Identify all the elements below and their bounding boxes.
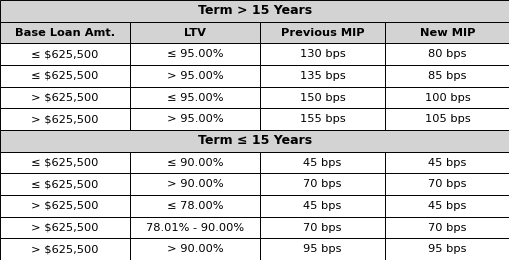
Text: > $625,500: > $625,500 <box>31 93 99 102</box>
Bar <box>260 65 384 87</box>
Bar <box>260 173 384 195</box>
Text: LTV: LTV <box>184 28 206 37</box>
Bar <box>0 22 130 43</box>
Bar <box>0 152 130 173</box>
Bar <box>0 0 509 22</box>
Bar <box>0 65 130 87</box>
Text: ≤ $625,500: ≤ $625,500 <box>31 71 99 81</box>
Text: 70 bps: 70 bps <box>428 223 466 232</box>
Bar <box>0 87 130 108</box>
Text: Base Loan Amt.: Base Loan Amt. <box>15 28 115 37</box>
Bar <box>384 238 509 260</box>
Text: ≤ 90.00%: ≤ 90.00% <box>166 158 223 167</box>
Bar <box>0 43 130 65</box>
Bar <box>384 152 509 173</box>
Bar <box>384 217 509 238</box>
Text: > 95.00%: > 95.00% <box>166 114 223 124</box>
Bar <box>130 43 260 65</box>
Text: 80 bps: 80 bps <box>428 49 466 59</box>
Text: ≤ $625,500: ≤ $625,500 <box>31 158 99 167</box>
Text: 95 bps: 95 bps <box>428 244 466 254</box>
Text: > $625,500: > $625,500 <box>31 244 99 254</box>
Bar <box>260 152 384 173</box>
Text: > $625,500: > $625,500 <box>31 114 99 124</box>
Bar <box>0 195 130 217</box>
Text: > 90.00%: > 90.00% <box>166 244 223 254</box>
Bar <box>130 173 260 195</box>
Bar <box>0 130 509 152</box>
Bar <box>130 108 260 130</box>
Text: 135 bps: 135 bps <box>299 71 345 81</box>
Bar <box>384 87 509 108</box>
Bar <box>260 217 384 238</box>
Bar <box>260 43 384 65</box>
Bar <box>130 238 260 260</box>
Text: 45 bps: 45 bps <box>303 158 341 167</box>
Bar <box>384 22 509 43</box>
Bar <box>384 173 509 195</box>
Text: ≤ 95.00%: ≤ 95.00% <box>166 93 223 102</box>
Bar <box>130 87 260 108</box>
Text: ≤ 78.00%: ≤ 78.00% <box>166 201 223 211</box>
Text: > $625,500: > $625,500 <box>31 223 99 232</box>
Bar <box>130 65 260 87</box>
Text: New MIP: New MIP <box>419 28 474 37</box>
Text: 105 bps: 105 bps <box>424 114 469 124</box>
Bar <box>0 217 130 238</box>
Bar <box>260 238 384 260</box>
Bar <box>260 108 384 130</box>
Bar <box>130 195 260 217</box>
Text: ≤ $625,500: ≤ $625,500 <box>31 179 99 189</box>
Bar <box>0 173 130 195</box>
Text: 150 bps: 150 bps <box>299 93 345 102</box>
Text: 95 bps: 95 bps <box>303 244 341 254</box>
Text: 45 bps: 45 bps <box>428 201 466 211</box>
Text: 45 bps: 45 bps <box>428 158 466 167</box>
Bar <box>130 22 260 43</box>
Bar <box>384 108 509 130</box>
Bar <box>0 238 130 260</box>
Text: 100 bps: 100 bps <box>424 93 469 102</box>
Text: Term ≤ 15 Years: Term ≤ 15 Years <box>197 134 312 147</box>
Text: 70 bps: 70 bps <box>303 223 341 232</box>
Bar <box>260 195 384 217</box>
Text: ≤ $625,500: ≤ $625,500 <box>31 49 99 59</box>
Text: > 95.00%: > 95.00% <box>166 71 223 81</box>
Bar <box>130 152 260 173</box>
Text: ≤ 95.00%: ≤ 95.00% <box>166 49 223 59</box>
Text: Term > 15 Years: Term > 15 Years <box>197 4 312 17</box>
Text: 70 bps: 70 bps <box>303 179 341 189</box>
Bar <box>384 195 509 217</box>
Bar <box>384 43 509 65</box>
Text: 45 bps: 45 bps <box>303 201 341 211</box>
Text: > $625,500: > $625,500 <box>31 201 99 211</box>
Text: 85 bps: 85 bps <box>428 71 466 81</box>
Text: 155 bps: 155 bps <box>299 114 345 124</box>
Bar <box>0 108 130 130</box>
Bar <box>260 22 384 43</box>
Bar <box>384 65 509 87</box>
Text: 78.01% - 90.00%: 78.01% - 90.00% <box>146 223 244 232</box>
Text: 70 bps: 70 bps <box>428 179 466 189</box>
Bar <box>260 87 384 108</box>
Text: Previous MIP: Previous MIP <box>280 28 363 37</box>
Text: 130 bps: 130 bps <box>299 49 345 59</box>
Text: > 90.00%: > 90.00% <box>166 179 223 189</box>
Bar <box>130 217 260 238</box>
